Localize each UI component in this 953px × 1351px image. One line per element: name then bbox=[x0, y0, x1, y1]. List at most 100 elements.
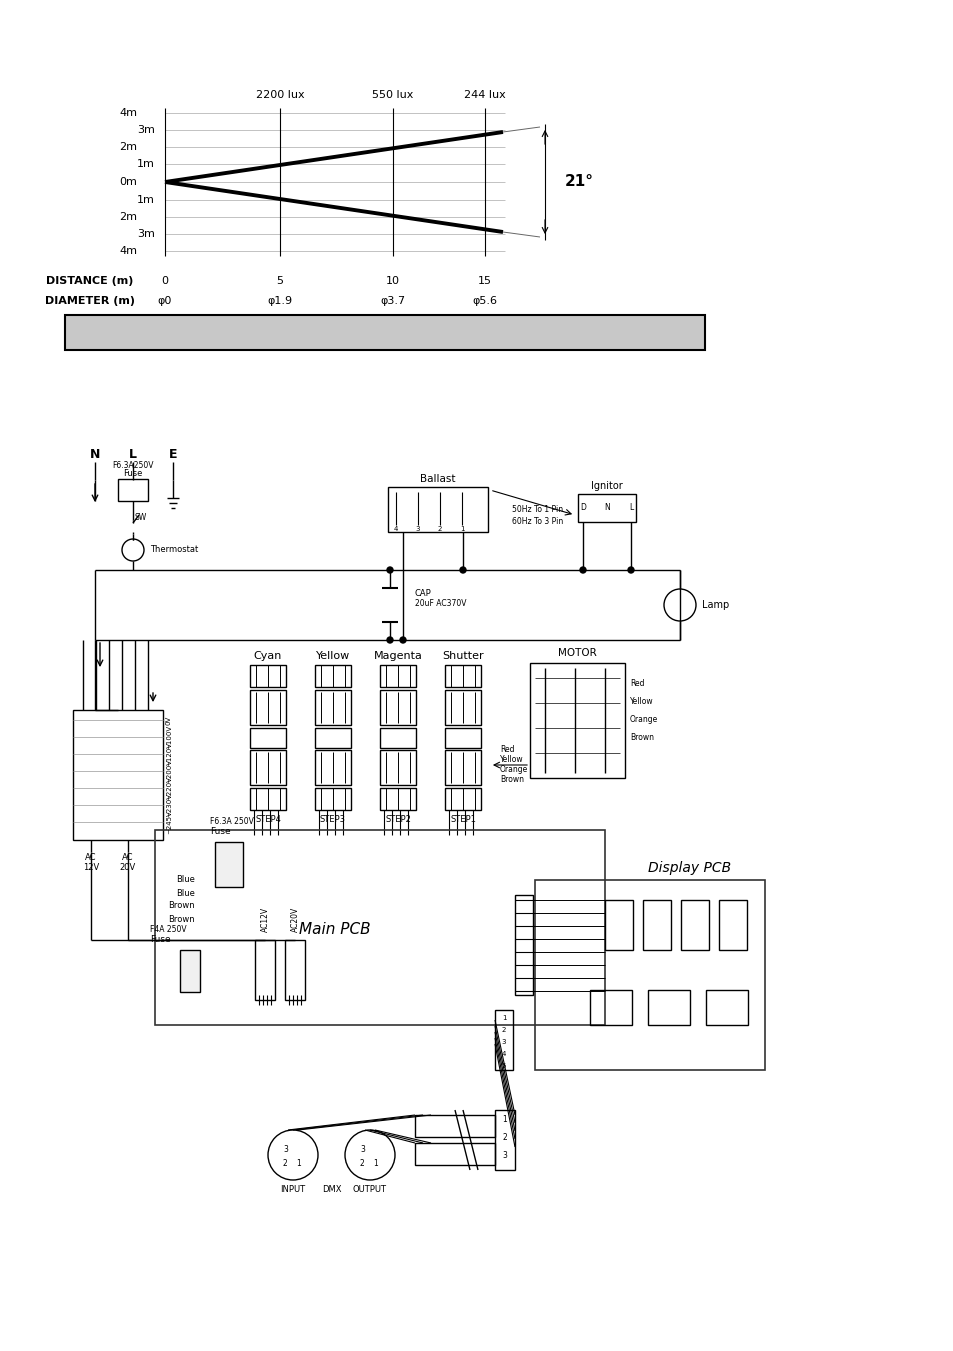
Text: 20V: 20V bbox=[120, 863, 136, 873]
Text: 1: 1 bbox=[459, 526, 464, 532]
Text: 4m: 4m bbox=[119, 108, 137, 118]
Text: Red: Red bbox=[499, 746, 514, 754]
Text: INPUT: INPUT bbox=[280, 1185, 305, 1194]
Circle shape bbox=[387, 567, 393, 573]
Text: 3: 3 bbox=[416, 526, 420, 532]
Text: F6.3A 250V: F6.3A 250V bbox=[210, 817, 253, 827]
Text: Blue: Blue bbox=[176, 889, 194, 897]
Text: DISTANCE (m): DISTANCE (m) bbox=[47, 276, 133, 286]
Text: φ3.7: φ3.7 bbox=[380, 296, 405, 305]
Text: Orange: Orange bbox=[629, 715, 658, 724]
Bar bbox=[444, 728, 480, 748]
Text: Shutter: Shutter bbox=[442, 651, 483, 661]
Text: 5: 5 bbox=[276, 276, 283, 286]
Text: Brown: Brown bbox=[499, 775, 523, 785]
Text: DMX: DMX bbox=[321, 1185, 341, 1194]
Bar bbox=[314, 788, 351, 811]
Text: Fuse: Fuse bbox=[150, 935, 171, 944]
Text: Blue: Blue bbox=[176, 875, 194, 885]
Text: 3: 3 bbox=[360, 1146, 365, 1155]
Text: F4A 250V: F4A 250V bbox=[150, 925, 187, 935]
Bar bbox=[379, 728, 416, 748]
Bar bbox=[180, 950, 200, 992]
Text: 2: 2 bbox=[282, 1159, 287, 1167]
Bar bbox=[705, 990, 747, 1025]
Text: AC: AC bbox=[85, 854, 96, 862]
Text: 4: 4 bbox=[501, 1051, 506, 1056]
Bar bbox=[314, 665, 351, 688]
Text: φ0: φ0 bbox=[157, 296, 172, 305]
Bar bbox=[250, 665, 286, 688]
Text: 1m: 1m bbox=[137, 195, 154, 205]
Bar bbox=[118, 480, 148, 501]
Text: N: N bbox=[90, 449, 100, 462]
Bar bbox=[415, 1143, 495, 1165]
Text: 2m: 2m bbox=[119, 142, 137, 153]
Text: 2200 lux: 2200 lux bbox=[255, 91, 304, 100]
Text: 50Hz To 1 Pin: 50Hz To 1 Pin bbox=[512, 505, 562, 515]
Bar bbox=[314, 690, 351, 725]
Text: Yellow: Yellow bbox=[629, 697, 653, 705]
Text: Fuse: Fuse bbox=[123, 470, 143, 478]
Text: DIAMETER (m): DIAMETER (m) bbox=[45, 296, 135, 305]
Text: Magenta: Magenta bbox=[374, 651, 422, 661]
Bar bbox=[254, 940, 274, 1000]
Bar bbox=[444, 665, 480, 688]
Circle shape bbox=[459, 567, 465, 573]
Bar bbox=[444, 750, 480, 785]
Bar bbox=[535, 880, 764, 1070]
Text: 12V: 12V bbox=[83, 863, 99, 873]
Text: D: D bbox=[579, 504, 585, 512]
Text: 1: 1 bbox=[374, 1159, 378, 1167]
Bar bbox=[285, 940, 305, 1000]
Circle shape bbox=[387, 638, 393, 643]
Bar bbox=[379, 665, 416, 688]
Text: Ignitor: Ignitor bbox=[591, 481, 622, 490]
Text: 2: 2 bbox=[501, 1027, 506, 1034]
Text: OUTPUT: OUTPUT bbox=[353, 1185, 387, 1194]
Bar bbox=[388, 486, 488, 532]
Text: 1: 1 bbox=[502, 1116, 507, 1124]
Text: Main PCB: Main PCB bbox=[299, 923, 371, 938]
Bar bbox=[65, 315, 704, 350]
Text: 4m: 4m bbox=[119, 246, 137, 255]
Text: ~220V: ~220V bbox=[166, 775, 172, 800]
Text: L: L bbox=[129, 449, 137, 462]
Text: ~245V: ~245V bbox=[166, 811, 172, 834]
Bar bbox=[250, 750, 286, 785]
Bar bbox=[154, 830, 604, 1025]
Text: L: L bbox=[628, 504, 633, 512]
Text: AC12V: AC12V bbox=[260, 907, 269, 932]
Text: φ5.6: φ5.6 bbox=[472, 296, 497, 305]
Text: E: E bbox=[169, 449, 177, 462]
Bar bbox=[379, 788, 416, 811]
Text: 3m: 3m bbox=[137, 230, 154, 239]
Bar bbox=[589, 990, 631, 1025]
Text: 2m: 2m bbox=[119, 212, 137, 222]
Text: 3: 3 bbox=[501, 1039, 506, 1046]
Text: 2: 2 bbox=[437, 526, 442, 532]
Text: 20uF AC370V: 20uF AC370V bbox=[415, 600, 466, 608]
Text: MOTOR: MOTOR bbox=[558, 648, 597, 658]
Text: N: N bbox=[603, 504, 609, 512]
Text: ~120V: ~120V bbox=[166, 742, 172, 766]
Text: φ1.9: φ1.9 bbox=[267, 296, 293, 305]
Text: CAP: CAP bbox=[415, 589, 432, 597]
Bar bbox=[250, 728, 286, 748]
Text: 0: 0 bbox=[161, 276, 169, 286]
Text: 0V: 0V bbox=[166, 716, 172, 724]
Text: Yellow: Yellow bbox=[315, 651, 350, 661]
Bar bbox=[680, 900, 708, 950]
Text: Cyan: Cyan bbox=[253, 651, 282, 661]
Text: 0m: 0m bbox=[119, 177, 137, 186]
Text: Orange: Orange bbox=[499, 766, 528, 774]
Text: 3: 3 bbox=[283, 1146, 288, 1155]
Text: Brown: Brown bbox=[168, 901, 194, 911]
Text: Fuse: Fuse bbox=[210, 828, 231, 836]
Text: ~200V: ~200V bbox=[166, 759, 172, 784]
Circle shape bbox=[579, 567, 585, 573]
Bar bbox=[379, 690, 416, 725]
Bar bbox=[515, 894, 533, 994]
Text: STEP3: STEP3 bbox=[319, 816, 346, 824]
Text: 15: 15 bbox=[477, 276, 492, 286]
